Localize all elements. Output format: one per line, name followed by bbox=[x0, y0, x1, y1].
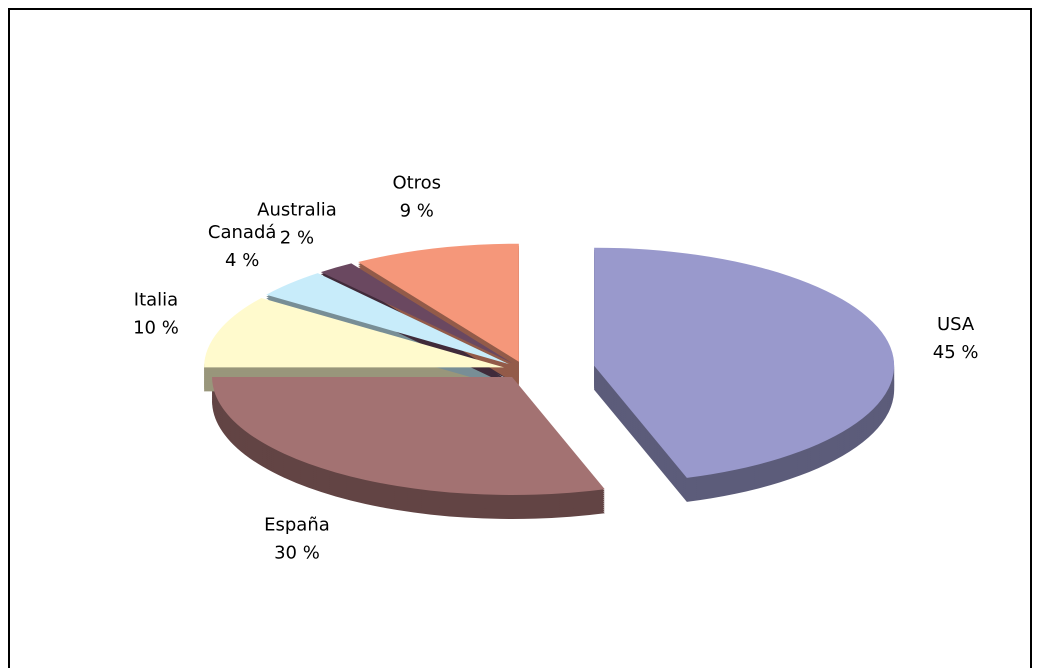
slice-label: Italia bbox=[134, 289, 178, 310]
slice bbox=[594, 247, 895, 478]
slice bbox=[358, 243, 519, 362]
value-label: 10 % bbox=[133, 317, 179, 338]
slice-label: España bbox=[264, 514, 330, 535]
slice-tops bbox=[204, 243, 895, 496]
slice-label: Otros bbox=[392, 172, 441, 193]
slice-label: Australia bbox=[257, 200, 337, 221]
slice bbox=[204, 297, 505, 368]
slice bbox=[266, 273, 509, 365]
labels: USA 45 % España 30 % Italia 10 % Canadá 4 % Aust… bbox=[133, 172, 978, 563]
value-label: 30 % bbox=[274, 542, 320, 563]
slice bbox=[320, 263, 513, 363]
slice bbox=[212, 377, 605, 496]
value-label: 9 % bbox=[400, 200, 434, 221]
value-label: 2 % bbox=[280, 228, 314, 249]
value-label: 4 % bbox=[225, 250, 259, 271]
slice-label: Canadá bbox=[208, 222, 277, 243]
value-label: 45 % bbox=[933, 342, 979, 363]
slice-label: USA bbox=[937, 314, 975, 335]
